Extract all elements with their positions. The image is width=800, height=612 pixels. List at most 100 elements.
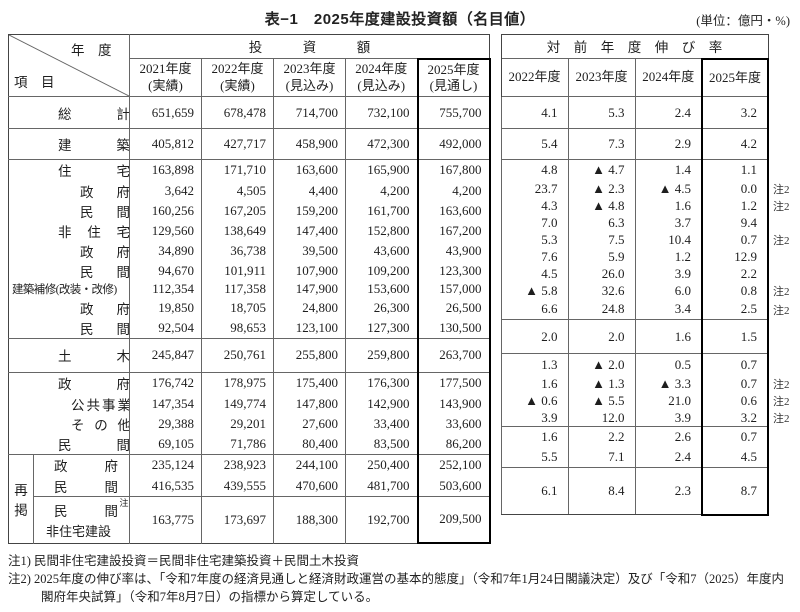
value-cell: 94,670 [130, 261, 202, 281]
value-cell: 503,600 [418, 476, 490, 497]
rate-cell: 1.5 [702, 320, 768, 354]
rate-cell: ▲ 2.0 [568, 354, 635, 376]
value-cell: 43,900 [418, 241, 490, 261]
value-cell: 29,388 [130, 414, 202, 434]
row-label: 政府 [9, 372, 130, 394]
value-cell: 238,923 [202, 455, 274, 476]
rate-cell: 7.3 [568, 129, 635, 160]
rate-cell: 3.4 [635, 300, 702, 320]
footnote-2: 注2) 2025年度の伸び率は、「令和7年度の経済見通しと経済財政運営の基本的態… [8, 571, 796, 607]
rate-cell: 3.2 [702, 97, 768, 129]
value-cell: 427,717 [202, 129, 274, 160]
rate-cell: 1.6 [635, 320, 702, 354]
value-cell: 160,256 [130, 201, 202, 221]
value-cell: 153,600 [346, 281, 418, 298]
value-cell: 18,705 [202, 298, 274, 318]
rate-cell: 3.2 [702, 410, 768, 427]
value-cell: 147,400 [274, 221, 346, 241]
value-cell: 263,700 [418, 338, 490, 372]
rate-cell: ▲ 1.3 [568, 376, 635, 393]
value-cell: 405,812 [130, 129, 202, 160]
row-label: 政府 [9, 181, 130, 201]
value-cell: 244,100 [274, 455, 346, 476]
row-label: 住宅 [9, 160, 130, 181]
note-ref [768, 97, 800, 129]
rate-cell: ▲ 5.8 [501, 283, 568, 300]
value-cell: 127,300 [346, 318, 418, 339]
col-header-2025: 2025年度(見通し) [418, 59, 490, 97]
rate-cell: ▲ 4.5 [635, 181, 702, 198]
row-label: 土木 [9, 338, 130, 372]
value-cell: 176,300 [346, 372, 418, 394]
value-cell: 4,400 [274, 181, 346, 201]
growth-rate-table: 対 前 年 度 伸 び 率 2022年度 2023年度 2024年度 2025年… [501, 34, 800, 516]
value-cell: 651,659 [130, 97, 202, 129]
rate-cell: 6.3 [568, 215, 635, 232]
value-cell: 250,761 [202, 338, 274, 372]
value-cell: 27,600 [274, 414, 346, 434]
value-cell: 714,700 [274, 97, 346, 129]
row-label: 民間 [34, 476, 130, 497]
rate-cell: 8.7 [702, 468, 768, 515]
rate-cell: 1.6 [501, 427, 568, 448]
value-cell: 192,700 [346, 496, 418, 543]
corner-cell: 年 度 項 目 [9, 35, 130, 97]
rate-cell: 1.3 [501, 354, 568, 376]
row-label: 公共事業 [9, 394, 130, 414]
value-cell: 71,786 [202, 434, 274, 455]
value-cell: 175,400 [274, 372, 346, 394]
value-cell: 33,600 [418, 414, 490, 434]
value-cell: 235,124 [130, 455, 202, 476]
value-cell: 107,900 [274, 261, 346, 281]
value-cell: 130,500 [418, 318, 490, 339]
table-row: 年 度 項 目 投 資 額 [9, 35, 490, 59]
value-cell: 472,300 [346, 129, 418, 160]
value-cell: 161,700 [346, 201, 418, 221]
investment-table: 年 度 項 目 投 資 額 2021年度(実績) 2022年度(実績) 2023… [8, 34, 491, 544]
rate-cell: 1.6 [635, 198, 702, 215]
rate-cell: 1.4 [635, 160, 702, 181]
value-cell: 178,975 [202, 372, 274, 394]
value-cell: 29,201 [202, 414, 274, 434]
value-cell: 33,400 [346, 414, 418, 434]
value-cell: 439,555 [202, 476, 274, 497]
note-ref: 注2 [768, 376, 800, 393]
value-cell: 147,354 [130, 394, 202, 414]
col-header-2024: 2024年度(見込み) [346, 59, 418, 97]
rate-cell: 2.6 [635, 427, 702, 448]
rate-cell: 2.9 [635, 129, 702, 160]
note-ref: 注2 [768, 300, 800, 320]
value-cell: 83,500 [346, 434, 418, 455]
page-title: 表−1 2025年度建設投資額（名目値） [8, 6, 792, 29]
row-label: その他 [9, 414, 130, 434]
rate-cell: 12.0 [568, 410, 635, 427]
rate-cell: 2.2 [568, 427, 635, 448]
table-row: 2022年度 2023年度 2024年度 2025年度 [501, 59, 800, 97]
note-ref [768, 266, 800, 283]
note-ref: 注2 [768, 198, 800, 215]
rate-cell: 4.1 [501, 97, 568, 129]
rate-cell: 12.9 [702, 249, 768, 266]
value-cell: 163,600 [274, 160, 346, 181]
rate-cell: 21.0 [635, 393, 702, 410]
rate-cell: 7.5 [568, 232, 635, 249]
rate-cell: 0.8 [702, 283, 768, 300]
row-label: 民間 [9, 318, 130, 339]
col-header-2021: 2021年度(実績) [130, 59, 202, 97]
value-cell: 250,400 [346, 455, 418, 476]
value-cell: 147,900 [274, 281, 346, 298]
rate-cell: 32.6 [568, 283, 635, 300]
